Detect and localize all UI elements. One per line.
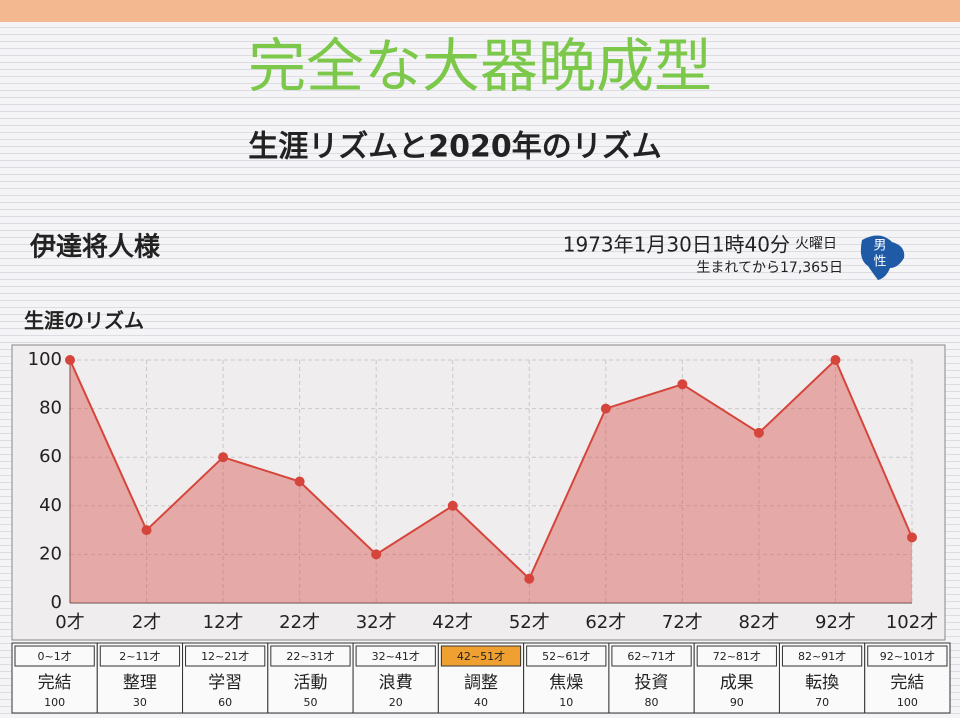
point: [677, 379, 688, 390]
phase-name: 完結: [890, 673, 924, 693]
phase-value: 60: [218, 696, 232, 709]
range: 2~11才: [119, 649, 160, 663]
phase-value: 80: [645, 696, 659, 709]
person-name: 伊達将人様: [29, 232, 161, 263]
point: [65, 355, 75, 365]
range-cell: [526, 645, 607, 667]
chart-title: 生涯のリズム: [24, 309, 144, 333]
x-tick-label: 82才: [738, 612, 779, 633]
point: [447, 500, 458, 511]
gender: 性: [873, 255, 886, 270]
range-cell: [185, 645, 266, 667]
phase-value: 30: [133, 696, 147, 709]
x-tick-label: 92才: [815, 612, 856, 633]
point: [907, 532, 917, 543]
days: 生まれてから17,365日: [696, 260, 843, 276]
point: [753, 427, 764, 438]
range: 0~1才: [38, 649, 72, 663]
phase-value: 50: [303, 696, 317, 709]
phase-name: 活動: [293, 673, 327, 693]
weekday: 火曜日: [795, 236, 837, 252]
y-tick-label: 80: [39, 398, 62, 419]
phase-value: 40: [474, 696, 488, 709]
range: 92~101才: [880, 649, 935, 663]
y-tick-label: 40: [39, 495, 62, 516]
phase-name: 焦燥: [549, 673, 583, 693]
x-tick-label: 42才: [432, 612, 473, 633]
range: 12~21才: [201, 649, 249, 663]
line: [69, 358, 913, 581]
point: [294, 476, 305, 487]
phase-name: 整理: [123, 673, 157, 693]
point: [830, 355, 841, 365]
range-cell: [781, 645, 863, 667]
point: [524, 573, 535, 584]
range-cell: [867, 645, 948, 667]
area: [70, 360, 912, 603]
x-tick-label: 32才: [356, 612, 397, 633]
range-cell: [270, 645, 351, 667]
top-edge: [0, 0, 960, 22]
page-title: 完全な大器晩成型: [248, 32, 712, 100]
range-cell: [611, 645, 692, 667]
range-cell: [696, 645, 777, 667]
x-tick-label: 0才: [55, 612, 84, 633]
y-tick-label: 0: [51, 592, 62, 613]
range: 32~41才: [372, 649, 420, 663]
range: 42~51才: [457, 649, 505, 663]
y-tick-label: 20: [39, 543, 62, 564]
phase-name: 成果: [720, 673, 754, 693]
phase-value: 20: [389, 696, 403, 709]
x-tick-label: 62才: [585, 612, 626, 633]
gender-badge: [860, 235, 905, 280]
x-tick-label: 102才: [886, 612, 938, 633]
y-tick-label: 60: [39, 446, 62, 467]
x-tick-label: 52才: [509, 612, 550, 633]
phase-name: 学習: [208, 673, 242, 693]
phase-value: 10: [559, 696, 573, 709]
range: 22~31才: [286, 649, 334, 663]
range-cell: [440, 645, 522, 667]
range-cell: [355, 645, 436, 667]
x-tick-label: 22才: [279, 612, 320, 633]
x-tick-label: 2才: [132, 612, 161, 633]
phase-name: 投資: [635, 673, 669, 693]
phase-name: 完結: [38, 673, 72, 693]
plot-frame: [11, 344, 946, 641]
phase-value: 100: [897, 696, 918, 709]
gender: 男: [873, 239, 886, 254]
y-tick-label: 100: [28, 349, 62, 370]
point: [371, 549, 382, 560]
point: [600, 403, 611, 414]
range: 72~81才: [713, 649, 761, 663]
phase-name: 調整: [464, 673, 498, 693]
range: 62~71才: [627, 649, 675, 663]
phase-name: 浪費: [379, 673, 413, 693]
phase-value: 90: [730, 696, 744, 709]
x-tick-label: 72才: [662, 612, 703, 633]
birth: 1973年1月30日1時40分: [563, 233, 790, 257]
point: [218, 452, 229, 463]
phase-value: 70: [815, 696, 829, 709]
subtitle: 生涯リズムと2020年のリズム: [248, 130, 662, 165]
range-cell: [99, 645, 181, 667]
range: 82~91才: [798, 649, 846, 663]
point: [141, 525, 152, 536]
range: 52~61才: [542, 649, 590, 663]
x-tick-label: 12才: [203, 612, 244, 633]
phase-name: 転換: [805, 673, 839, 693]
range-cell: [14, 645, 95, 667]
phase-value: 100: [44, 696, 65, 709]
